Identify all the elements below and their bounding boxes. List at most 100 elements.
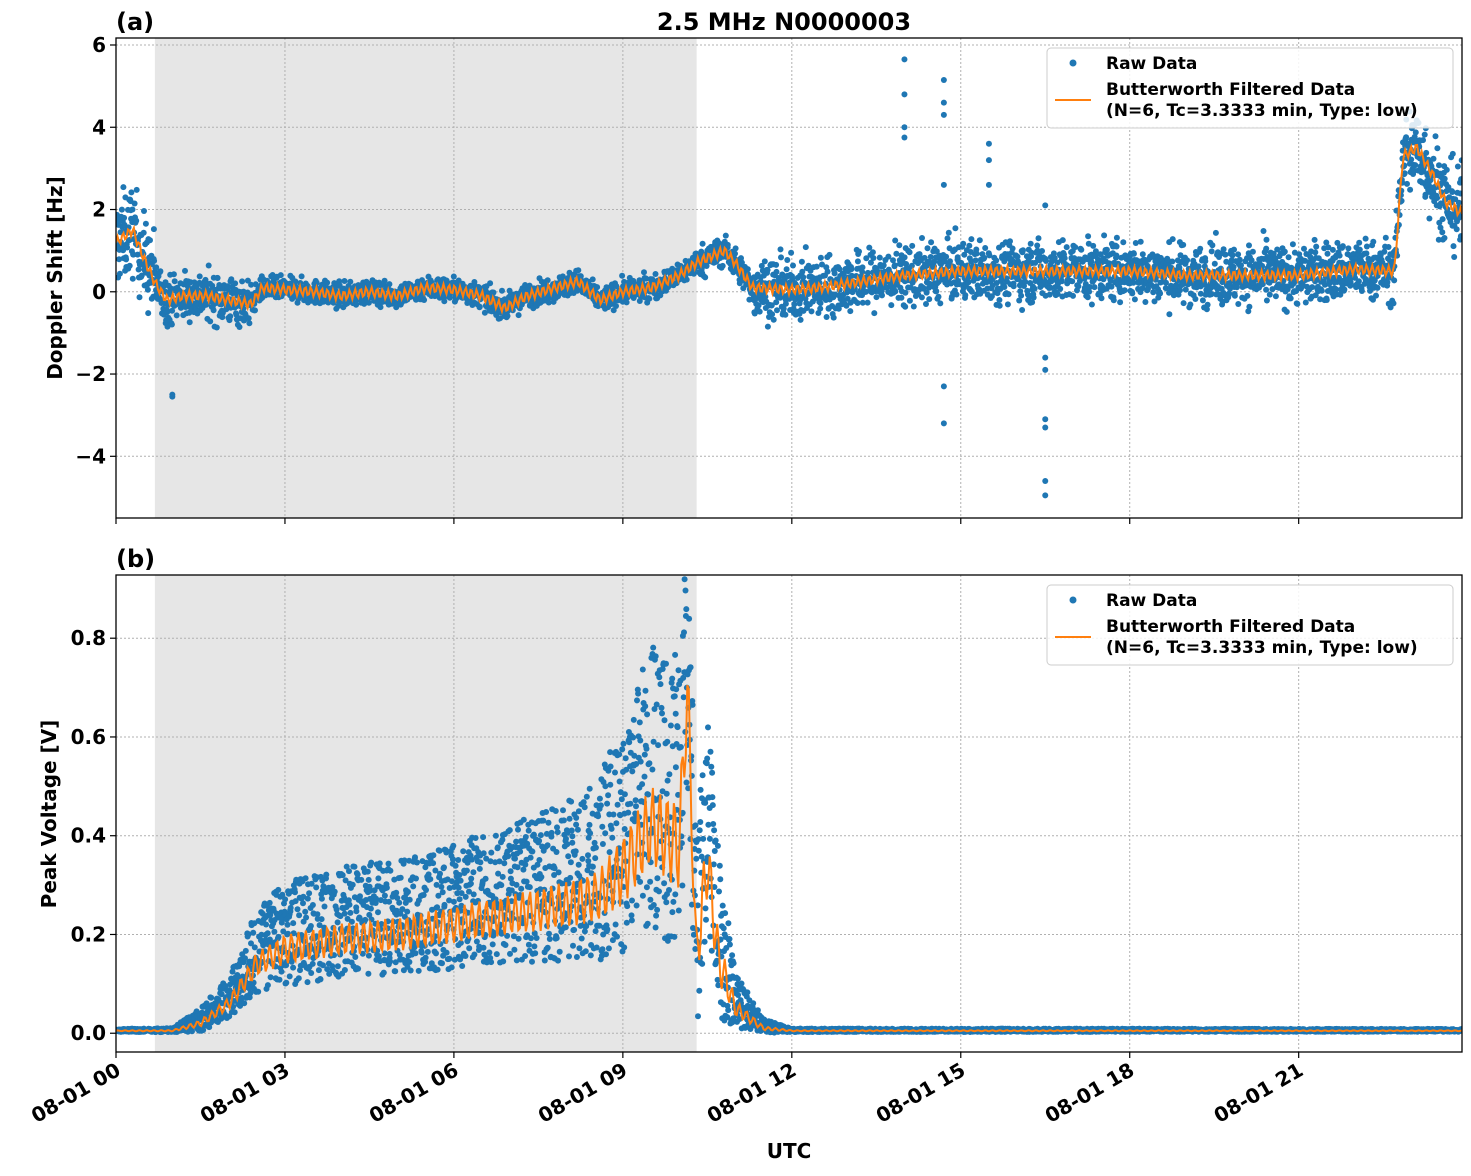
raw-data-point xyxy=(982,245,988,251)
raw-data-point xyxy=(1325,251,1331,257)
raw-data-point xyxy=(1131,251,1137,257)
raw-data-point xyxy=(902,254,908,260)
raw-data-point xyxy=(335,963,341,969)
raw-data-point xyxy=(1070,293,1076,299)
raw-data-point xyxy=(1235,251,1241,257)
raw-data-point xyxy=(818,255,824,261)
raw-data-point xyxy=(1181,300,1187,306)
raw-data-point xyxy=(1032,286,1038,292)
raw-data-point xyxy=(120,184,126,190)
raw-data-outlier xyxy=(986,157,992,163)
y-tick-label: 0.4 xyxy=(71,824,106,848)
raw-data-point xyxy=(1456,200,1462,206)
raw-data-point xyxy=(952,225,958,231)
raw-data-point xyxy=(157,268,163,274)
raw-data-point xyxy=(1221,246,1227,252)
raw-data-point xyxy=(590,276,596,282)
raw-data-point xyxy=(1180,242,1186,248)
raw-data-point xyxy=(847,308,853,314)
raw-data-point xyxy=(232,280,238,286)
raw-data-point xyxy=(962,292,968,298)
raw-data-point xyxy=(892,288,898,294)
raw-data-point xyxy=(127,263,133,269)
raw-data-point xyxy=(499,288,505,294)
y-tick-label: 0.6 xyxy=(71,725,106,749)
y-axis-label-b: Peak Voltage [V] xyxy=(37,720,61,909)
raw-data-point xyxy=(252,944,258,950)
raw-data-point xyxy=(1282,249,1288,255)
raw-data-point xyxy=(723,233,729,239)
raw-data-point xyxy=(702,274,708,280)
raw-data-point xyxy=(778,246,784,252)
raw-data-point xyxy=(299,273,305,279)
chart-title: 2.5 MHz N0000003 xyxy=(657,8,911,36)
legend-entry: Raw Data xyxy=(1106,54,1197,74)
raw-data-point xyxy=(1114,235,1120,241)
y-axis-label-a: Doppler Shift [Hz] xyxy=(43,176,67,380)
raw-data-point xyxy=(1099,295,1105,301)
raw-data-point xyxy=(491,290,497,296)
raw-data-point xyxy=(798,317,804,323)
raw-data-point xyxy=(1212,261,1218,267)
raw-data-point xyxy=(1444,167,1450,173)
raw-data-point xyxy=(624,299,630,305)
raw-data-point xyxy=(296,975,302,981)
raw-data-point xyxy=(308,923,314,929)
raw-data-point xyxy=(1250,249,1256,255)
panel-label-b: (b) xyxy=(116,545,155,573)
raw-data-point xyxy=(700,241,706,247)
raw-data-point xyxy=(306,890,312,896)
raw-data-point xyxy=(888,302,894,308)
raw-data-point xyxy=(881,262,887,268)
raw-data-point xyxy=(907,298,913,304)
raw-data-point xyxy=(1309,284,1315,290)
raw-data-point xyxy=(124,245,130,251)
raw-data-point xyxy=(996,297,1002,303)
raw-data-point xyxy=(902,304,908,310)
raw-data-point xyxy=(1420,137,1426,143)
raw-data-point xyxy=(1090,243,1096,249)
night-shaded-region xyxy=(155,38,697,518)
raw-data-point xyxy=(954,292,960,298)
raw-data-point xyxy=(965,279,971,285)
raw-data-outlier xyxy=(986,182,992,188)
raw-data-point xyxy=(817,306,823,312)
raw-data-point xyxy=(860,264,866,270)
raw-data-point xyxy=(1391,300,1397,306)
raw-data-point xyxy=(911,304,917,310)
raw-data-point xyxy=(1064,244,1070,250)
raw-data-point xyxy=(1122,287,1128,293)
raw-data-outlier xyxy=(941,100,947,106)
raw-data-point xyxy=(290,965,296,971)
raw-data-point xyxy=(378,304,384,310)
raw-data-point xyxy=(960,241,966,247)
raw-data-point xyxy=(1450,151,1456,157)
raw-data-point xyxy=(305,979,311,985)
raw-data-point xyxy=(1222,252,1228,258)
raw-data-point xyxy=(855,300,861,306)
raw-data-point xyxy=(879,292,885,298)
raw-data-point xyxy=(1111,297,1117,303)
raw-data-point xyxy=(1157,291,1163,297)
raw-data-point xyxy=(1196,263,1202,269)
raw-data-point xyxy=(265,982,271,988)
raw-data-point xyxy=(1263,287,1269,293)
raw-data-point xyxy=(919,235,925,241)
raw-data-point xyxy=(130,207,136,213)
raw-data-point xyxy=(296,912,302,918)
raw-data-point xyxy=(1313,244,1319,250)
raw-data-point xyxy=(171,271,177,277)
raw-data-point xyxy=(1434,145,1440,151)
raw-data-point xyxy=(784,266,790,272)
raw-data-point xyxy=(1039,248,1045,254)
raw-data-point xyxy=(232,1009,238,1015)
raw-data-point xyxy=(1364,244,1370,250)
raw-data-point xyxy=(928,239,934,245)
raw-data-point xyxy=(252,307,258,313)
raw-data-point xyxy=(1383,235,1389,241)
raw-data-point xyxy=(1384,279,1390,285)
panel-label-a: (a) xyxy=(116,8,154,36)
raw-data-point xyxy=(130,276,136,282)
